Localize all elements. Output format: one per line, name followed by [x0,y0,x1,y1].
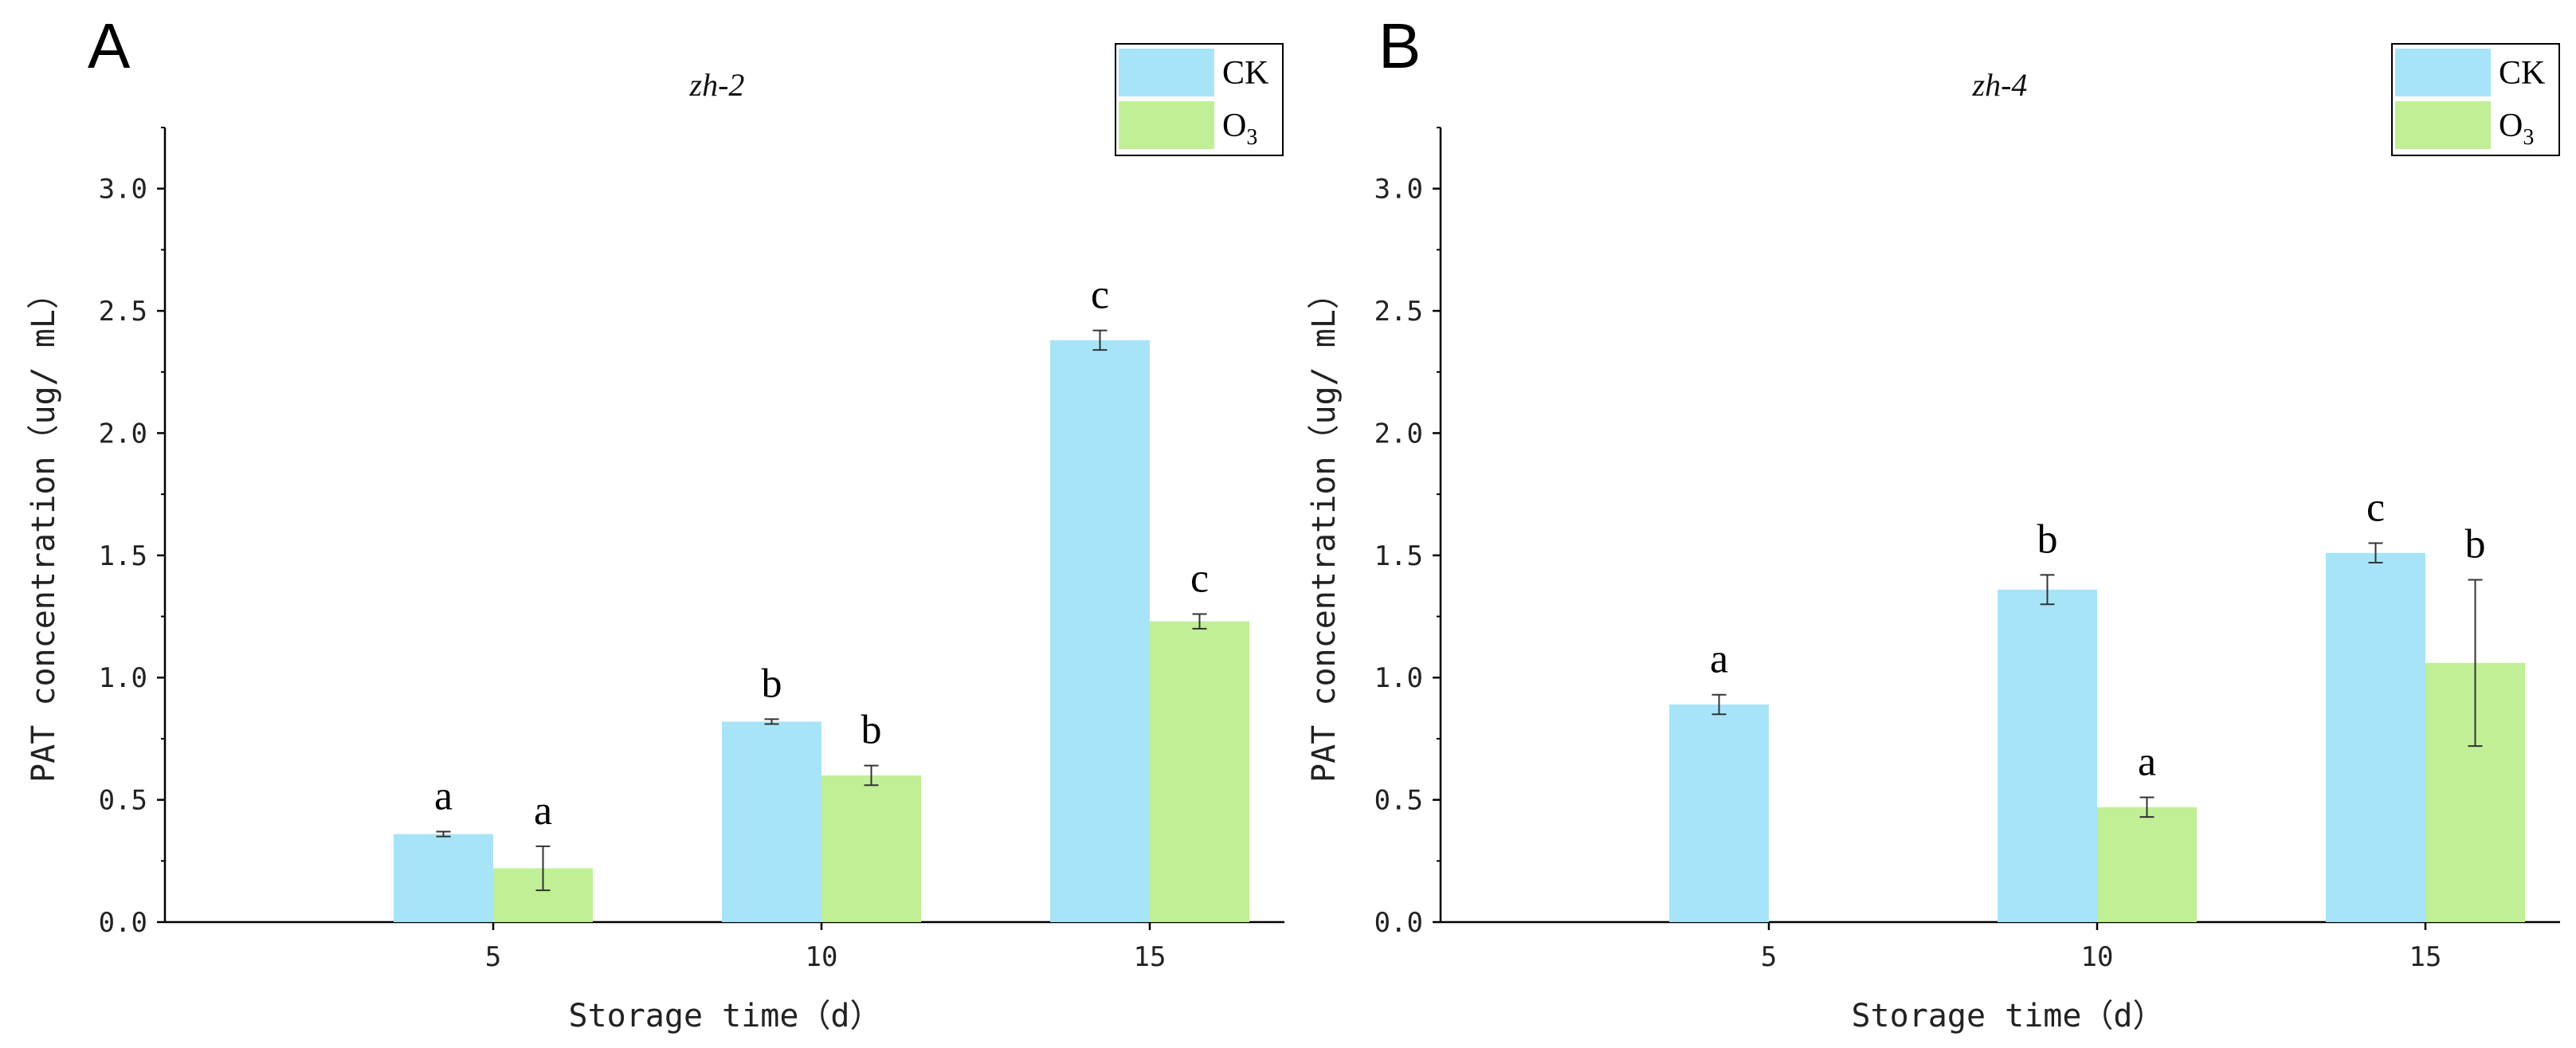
legend-label-o3: O3 [2499,108,2534,150]
chart-title: zh-4 [1972,67,2028,103]
x-tick-label: 15 [2409,941,2442,973]
y-tick-label: 0.5 [99,785,147,817]
x-tick-label: 15 [1134,941,1166,973]
x-tick-label: 5 [1761,941,1777,973]
significance-letter: c [1091,273,1109,318]
legend-swatch-o3 [2395,101,2491,149]
chart-title: zh-2 [689,67,745,103]
legend-label-o3: O3 [1222,108,1257,150]
legend-label-ck: CK [1222,55,1268,92]
legend-swatch-o3 [1119,101,1214,149]
chart-panel-a: 0.0 0.5 1.0 1.5 2.0 2.5 3.0 5 10 15 a b c a b c Azh-2 Sto… [25,10,1284,1034]
significance-letter: b [2037,516,2058,562]
x-tick-label: 5 [485,941,501,973]
y-axis-title: PAT concentration（ug/ mL） [1306,277,1343,783]
bar-ck[interactable] [1998,589,2097,922]
bar-ck[interactable] [1050,340,1150,922]
panel-label: B [1378,10,1421,81]
y-axis-title: PAT concentration（ug/ mL） [25,277,62,783]
bar-o3[interactable] [821,775,921,922]
y-tick-label: 2.0 [1374,418,1423,449]
legend-label-subscript: 3 [2523,125,2534,150]
significance-letter: c [2366,485,2385,531]
significance-letter: c [1190,555,1209,601]
significance-letter: a [534,788,552,834]
legend-label-ck: CK [2499,55,2545,92]
y-tick-label: 1.5 [99,540,147,572]
y-tick-label: 2.5 [99,296,147,328]
significance-letter: b [2465,522,2486,567]
legend-swatch-ck [2395,49,2491,96]
legend-label-subscript: 3 [1246,125,1257,150]
chart-panel-b: 0.0 0.5 1.0 1.5 2.0 2.5 3.0 5 10 15 a b c a b Bzh-4 Stor… [1306,10,2560,1034]
bar-o3[interactable] [1150,621,1249,922]
y-tick-label: 1.0 [1374,662,1423,694]
y-tick-label: 1.5 [1374,540,1423,572]
y-tick-label: 0.0 [99,907,147,939]
y-tick-label: 0.5 [1374,785,1423,817]
y-tick-label: 3.0 [1374,174,1423,206]
x-axis-title: Storage time（d） [1851,998,2164,1034]
legend: CK O3 [2391,43,2560,156]
significance-letter: a [2138,740,2156,785]
panel-label: A [88,10,131,81]
x-tick-label: 10 [806,941,838,973]
bar-ck[interactable] [2326,552,2425,922]
y-tick-label: 2.0 [99,418,147,449]
bar-ck[interactable] [394,834,493,922]
y-tick-label: 2.5 [1374,296,1423,328]
significance-letter: a [1710,637,1728,682]
bar-o3[interactable] [2097,807,2197,922]
y-tick-label: 3.0 [99,174,147,206]
significance-letter: a [434,773,453,818]
bar-ck[interactable] [1669,704,1769,922]
y-tick-label: 0.0 [1374,907,1423,939]
legend-label-main: O [1222,108,1246,144]
significance-letter: b [762,661,782,706]
legend-label-main: O [2499,108,2523,144]
bar-ck[interactable] [722,721,821,922]
x-tick-label: 10 [2081,941,2114,973]
x-axis-title: Storage time（d） [568,998,881,1034]
legend: CK O3 [1115,43,1284,156]
y-tick-label: 1.0 [99,662,147,694]
significance-letter: b [861,708,882,753]
legend-swatch-ck [1119,49,1214,96]
